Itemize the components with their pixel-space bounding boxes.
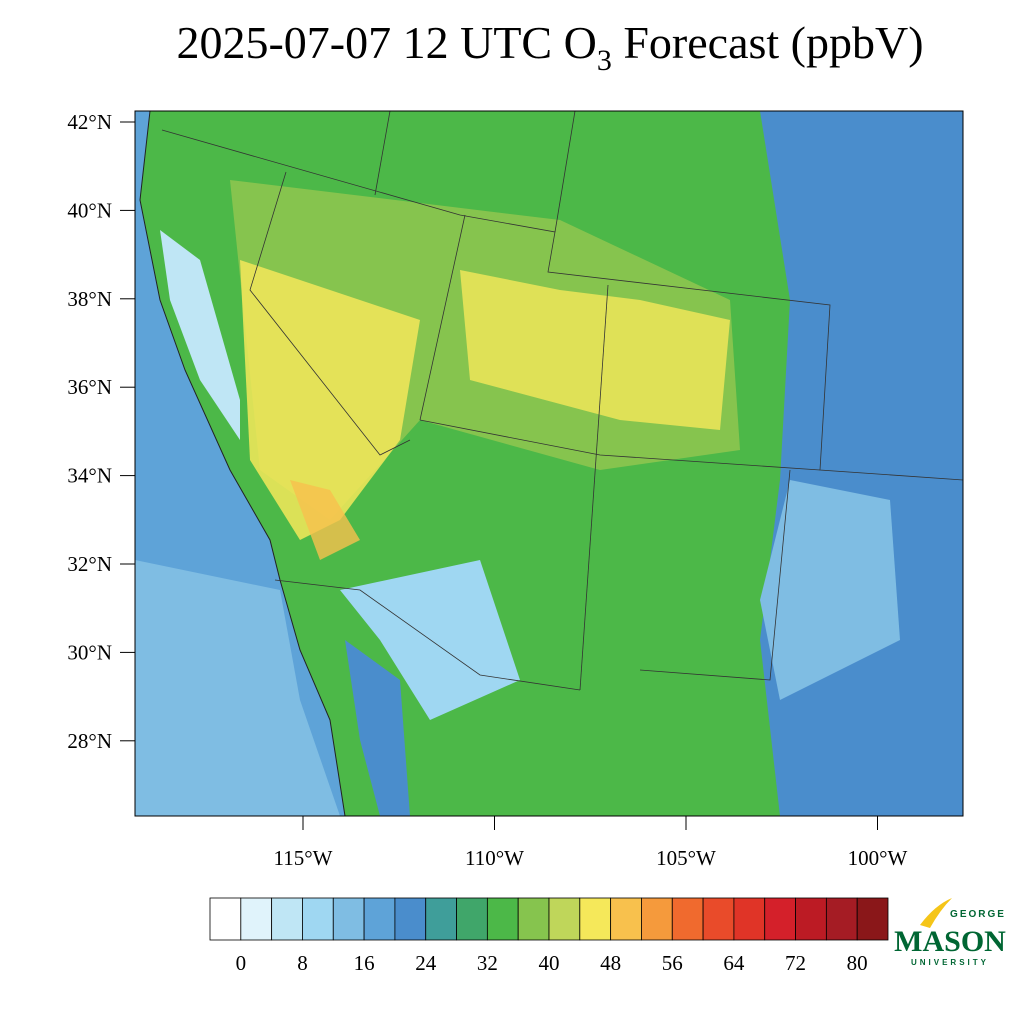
colorbar-tick-label: 80: [847, 951, 868, 975]
logo-bottom: UNIVERSITY: [911, 958, 989, 967]
lat-tick-label: 42°N: [67, 110, 112, 134]
lat-tick-label: 28°N: [67, 729, 112, 753]
lon-tick-label: 100°W: [848, 846, 908, 870]
colorbar-tick-label: 16: [354, 951, 375, 975]
logo-top: GEORGE: [950, 909, 1006, 920]
logo-main: MASON: [894, 925, 1006, 958]
colorbar-box: [702, 897, 735, 941]
colorbar-box: [486, 897, 519, 941]
colorbar-box: [548, 897, 581, 941]
colorbar-box: [271, 897, 303, 941]
colorbar-box: [456, 897, 488, 941]
colorbar-tick-label: 40: [539, 951, 560, 975]
colorbar-tick-label: 48: [600, 951, 621, 975]
colorbar-box: [363, 897, 396, 941]
axes: 42°N 40°N 38°N 36°N 34°N 32°N 30°N 28°N 115°W 110…: [67, 110, 907, 870]
lat-tick-label: 38°N: [67, 287, 112, 311]
colorbar-tick-label: 8: [297, 951, 308, 975]
colorbar-box: [733, 897, 766, 941]
lon-tick-label: 105°W: [656, 846, 716, 870]
title: 2025-07-07 12 UTC O3 Forecast (ppbV): [176, 17, 923, 77]
colorbar: 0 8 16 24 32 40 48 56 64 72 80: [209, 897, 889, 975]
title-tail: Forecast (ppbV): [612, 17, 924, 68]
colorbar-box: [671, 897, 704, 941]
colorbar-box: [302, 897, 334, 941]
colorbar-box: [332, 897, 365, 941]
lon-tick-label: 115°W: [274, 846, 333, 870]
colorbar-box: [764, 897, 796, 941]
lat-tick-label: 30°N: [67, 640, 112, 664]
colorbar-box: [610, 897, 642, 941]
map-frame: [134, 110, 964, 817]
colorbar-box: [394, 897, 427, 941]
colorbar-box: [425, 897, 457, 941]
colorbar-tick-label: 0: [236, 951, 247, 975]
colorbar-box: [825, 897, 858, 941]
colorbar-box: [209, 897, 242, 941]
colorbar-box: [240, 897, 273, 941]
lat-tick-label: 40°N: [67, 198, 112, 222]
lat-tick-label: 36°N: [67, 375, 112, 399]
lat-tick-label: 32°N: [67, 552, 112, 576]
colorbar-tick-label: 24: [415, 951, 437, 975]
title-text: 2025-07-07 12 UTC O: [176, 17, 596, 68]
colorbar-box: [641, 897, 673, 941]
colorbar-box: [579, 897, 612, 941]
colorbar-box: [517, 897, 550, 941]
map-field: [135, 110, 964, 817]
colorbar-tick-label: 64: [723, 951, 745, 975]
colorbar-box: [795, 897, 827, 941]
title-sub: 3: [597, 44, 612, 77]
colorbar-tick-label: 56: [662, 951, 683, 975]
lon-tick-label: 110°W: [465, 846, 524, 870]
logo: GEORGE MASON UNIVERSITY: [894, 898, 1006, 967]
colorbar-box: [856, 897, 889, 941]
lat-tick-label: 34°N: [67, 464, 112, 488]
colorbar-tick-label: 72: [785, 951, 806, 975]
colorbar-tick-label: 32: [477, 951, 498, 975]
